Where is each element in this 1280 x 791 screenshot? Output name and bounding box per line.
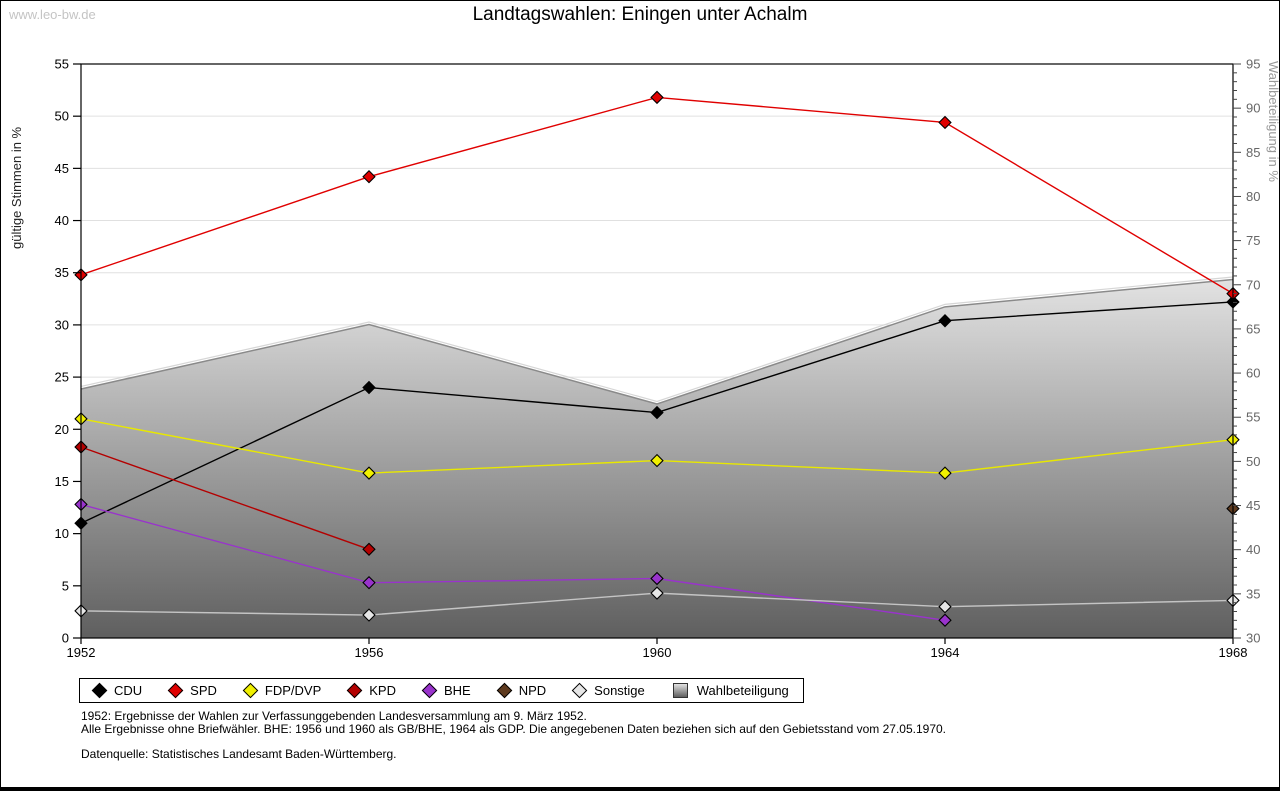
svg-text:40: 40 [1246, 542, 1260, 557]
svg-text:55: 55 [55, 57, 69, 72]
watermark: www.leo-bw.de [9, 7, 96, 22]
data-point [650, 453, 664, 468]
data-point [938, 613, 952, 627]
legend-diamond-icon [242, 682, 259, 699]
svg-text:40: 40 [55, 213, 69, 228]
legend-item-cdu: CDU [91, 682, 143, 699]
legend-item-wahlbeteiligung: Wahlbeteiligung [672, 683, 789, 698]
svg-text:85: 85 [1246, 145, 1260, 160]
data-point [650, 586, 664, 600]
legend-item-npd: NPD [496, 682, 547, 699]
svg-text:95: 95 [1246, 57, 1260, 72]
legend-label: SPD [190, 683, 217, 698]
svg-text:35: 35 [1246, 586, 1260, 601]
data-point [938, 599, 952, 614]
data-point [362, 466, 376, 480]
legend-diamond-icon [167, 682, 184, 699]
svg-text:1964: 1964 [931, 645, 960, 660]
footnotes: 1952: Ergebnisse der Wahlen zur Verfassu… [81, 710, 946, 761]
legend-diamond-icon [91, 682, 108, 699]
svg-text:50: 50 [55, 109, 69, 124]
svg-text:60: 60 [1246, 366, 1260, 381]
legend-label: CDU [114, 683, 143, 698]
footnote-line2: Alle Ergebnisse ohne Briefwähler. BHE: 1… [81, 722, 947, 736]
svg-text:15: 15 [55, 474, 69, 489]
y-axis-left: 0 5 10 15 20 25 30 35 40 45 50 55 gültige Stimmen in… [9, 57, 81, 646]
legend-diamond-icon [346, 682, 363, 699]
svg-text:70: 70 [1246, 277, 1260, 292]
legend-diamond-icon [496, 682, 512, 699]
svg-text:45: 45 [1246, 498, 1260, 513]
svg-text:75: 75 [1246, 233, 1260, 248]
legend-label: NPD [518, 683, 547, 698]
data-point [362, 169, 376, 184]
svg-text:50: 50 [1246, 454, 1260, 469]
chart-title: Landtagswahlen: Eningen unter Achalm [472, 4, 808, 25]
election-line-chart: 1952 1956 1960 1964 1968 0 5 10 15 20 25 30 35 40 45 50… [9, 57, 1280, 661]
svg-text:20: 20 [55, 422, 69, 437]
svg-text:gültige Stimmen in %: gültige Stimmen in % [9, 126, 24, 249]
data-point [650, 90, 664, 105]
legend-item-spd: SPD [167, 682, 217, 699]
svg-text:10: 10 [55, 526, 69, 541]
data-point [362, 542, 376, 557]
svg-text:0: 0 [62, 631, 69, 646]
x-axis: 1952 1956 1960 1964 1968 [67, 638, 1248, 660]
markers-fdp-dvp [74, 412, 1240, 480]
svg-text:1960: 1960 [643, 645, 672, 660]
legend-label: Wahlbeteiligung [696, 683, 789, 698]
data-point [938, 466, 952, 480]
footnote-source: Datenquelle: Statistisches Landesamt Bad… [81, 747, 397, 761]
series-kpd [80, 446, 370, 550]
svg-text:90: 90 [1246, 101, 1260, 116]
legend-diamond-icon [421, 682, 438, 699]
markers-cdu [74, 295, 1240, 530]
legend-label: BHE [443, 683, 471, 698]
y-axis-right: 30 35 40 45 50 55 60 65 70 75 80 85 90 95 Wahlbeteilig… [1233, 57, 1280, 646]
data-point [650, 405, 664, 420]
chart-legend: CDU SPD FDP/DVP KPD BHE NPD Sonstige Wahlbeteil… [79, 678, 804, 703]
svg-text:1956: 1956 [355, 645, 384, 660]
legend-diamond-icon [571, 682, 588, 699]
data-point [362, 380, 376, 395]
svg-text:1968: 1968 [1219, 645, 1248, 660]
svg-text:35: 35 [55, 265, 69, 280]
legend-label: Sonstige [594, 683, 645, 698]
svg-text:5: 5 [62, 578, 69, 593]
svg-text:Wahlbeteiligung in %: Wahlbeteiligung in % [1266, 61, 1280, 182]
legend-label: KPD [369, 683, 396, 698]
data-point [362, 608, 376, 622]
svg-text:65: 65 [1246, 321, 1260, 336]
series-spd [80, 96, 1234, 295]
svg-text:55: 55 [1246, 410, 1260, 425]
legend-label: FDP/DVP [264, 683, 322, 698]
svg-text:25: 25 [55, 370, 69, 385]
legend-item-fdp-dvp: FDP/DVP [242, 682, 322, 699]
svg-text:45: 45 [55, 161, 69, 176]
data-point [362, 575, 376, 590]
data-point [938, 115, 952, 130]
legend-item-kpd: KPD [346, 682, 396, 699]
svg-text:1952: 1952 [67, 645, 96, 660]
footnote-line1: 1952: Ergebnisse der Wahlen zur Verfassu… [81, 709, 587, 723]
svg-text:80: 80 [1246, 189, 1260, 204]
legend-area-swatch-icon [672, 683, 688, 698]
data-point [650, 571, 664, 586]
data-point [938, 314, 952, 328]
legend-item-bhe: BHE [421, 682, 471, 699]
legend-item-sonstige: Sonstige [571, 682, 645, 699]
markers-spd [74, 90, 1240, 301]
svg-text:30: 30 [55, 317, 69, 332]
svg-text:30: 30 [1246, 631, 1260, 646]
